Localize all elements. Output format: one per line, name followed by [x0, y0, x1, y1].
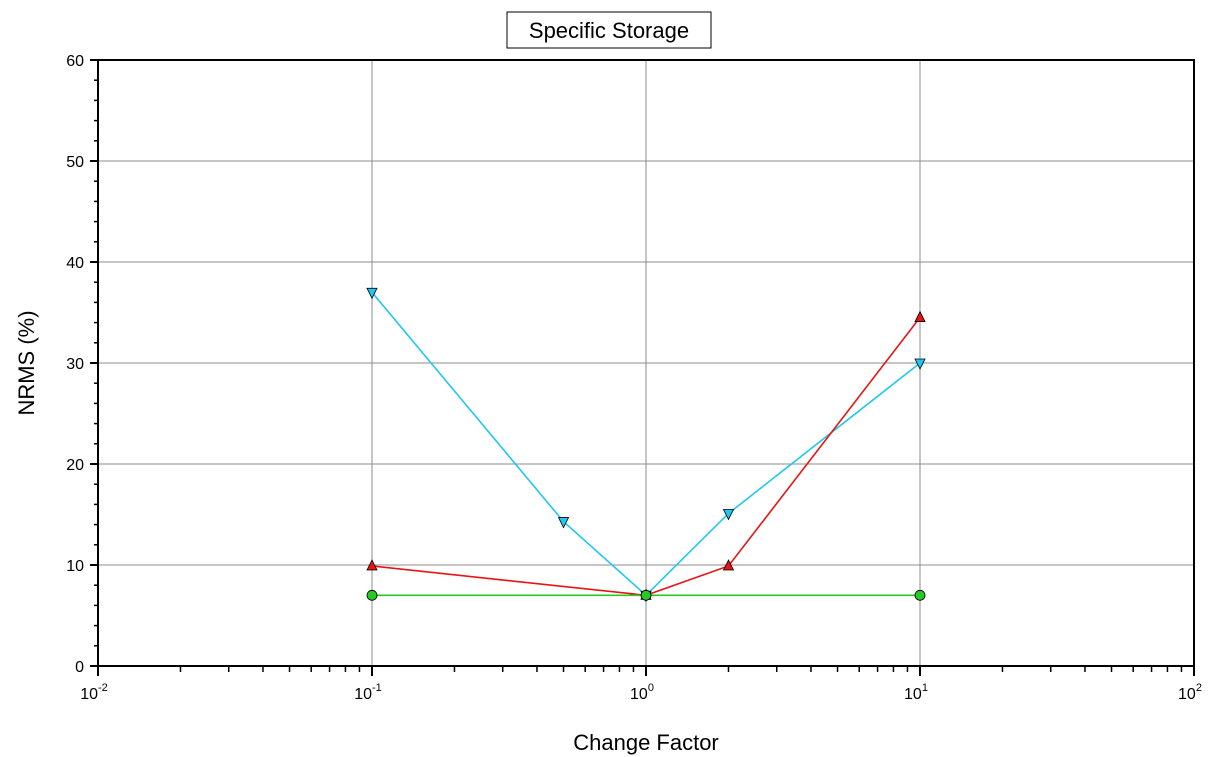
data-point	[915, 359, 925, 369]
data-point	[367, 590, 377, 600]
data-point	[641, 590, 651, 600]
chart-title: Specific Storage	[507, 12, 711, 48]
x-axis-label: Change Factor	[573, 730, 719, 755]
y-tick-label: 10	[66, 558, 84, 575]
data-point	[915, 590, 925, 600]
y-axis-label: NRMS (%)	[14, 310, 39, 415]
y-tick-label: 20	[66, 457, 84, 474]
y-tick-label: 40	[66, 255, 84, 272]
axis-ticks: 0 10 20 30 40 50 60 10-2 10-1 100 101 102	[66, 53, 1202, 703]
y-tick-label: 50	[66, 154, 84, 171]
x-tick-label: 101	[904, 682, 928, 703]
data-point	[915, 312, 925, 322]
y-tick-label: 30	[66, 356, 84, 373]
chart-title-text: Specific Storage	[529, 18, 689, 43]
grid-lines	[98, 60, 1194, 666]
x-tick-label: 10-2	[80, 682, 108, 703]
data-point	[559, 518, 569, 528]
x-tick-label: 100	[630, 682, 654, 703]
x-tick-label: 10-1	[354, 682, 382, 703]
y-tick-label: 60	[66, 53, 84, 70]
x-tick-label: 102	[1178, 682, 1202, 703]
y-tick-label: 0	[75, 659, 84, 676]
